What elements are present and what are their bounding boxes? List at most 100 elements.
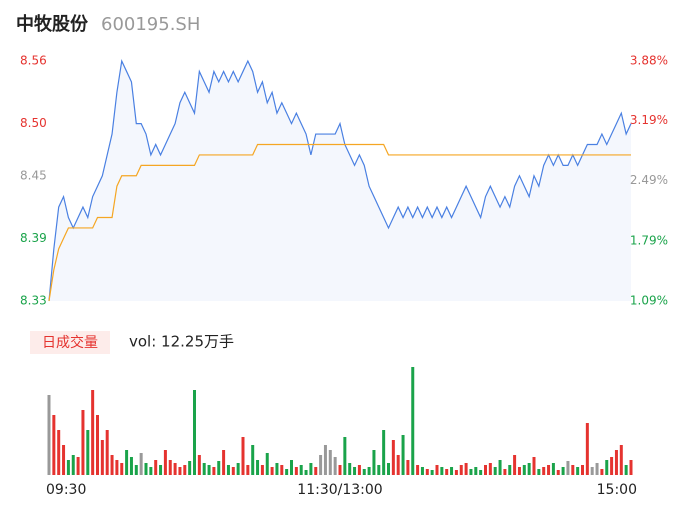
y-tick-label: 8.39 bbox=[20, 231, 47, 245]
volume-bar bbox=[547, 465, 551, 475]
volume-bar bbox=[581, 465, 584, 475]
volume-bar bbox=[256, 460, 260, 475]
y-tick-label: 8.56 bbox=[20, 54, 47, 68]
volume-bar bbox=[144, 463, 148, 475]
volume-bar bbox=[357, 465, 361, 475]
volume-bar bbox=[290, 460, 293, 475]
volume-bar bbox=[183, 465, 187, 475]
volume-bar bbox=[178, 467, 182, 475]
volume-bar bbox=[479, 470, 483, 475]
volume-bar bbox=[551, 463, 555, 475]
volume-bar bbox=[86, 430, 90, 475]
volume-bar bbox=[367, 467, 371, 475]
volume-bar bbox=[576, 467, 580, 475]
volume-bar bbox=[91, 390, 95, 475]
volume-bar bbox=[377, 465, 381, 475]
volume-bar bbox=[159, 465, 163, 475]
volume-bar bbox=[474, 467, 478, 475]
volume-tab-label[interactable]: 日成交量 bbox=[42, 334, 98, 351]
volume-bar bbox=[105, 430, 109, 475]
y-tick-label: 8.50 bbox=[20, 116, 47, 130]
volume-bar bbox=[100, 440, 104, 475]
volume-bar bbox=[411, 367, 415, 475]
volume-bar bbox=[595, 463, 599, 475]
volume-bar bbox=[115, 460, 119, 475]
volume-bar bbox=[425, 469, 429, 475]
volume-bar bbox=[139, 453, 143, 475]
volume-bar bbox=[76, 457, 80, 475]
y-tick-label: 8.45 bbox=[20, 168, 47, 182]
volume-bar bbox=[280, 465, 284, 475]
volume-bar bbox=[241, 437, 245, 475]
volume-bar bbox=[401, 435, 405, 475]
volume-bar bbox=[493, 467, 497, 475]
volume-bar bbox=[149, 467, 153, 475]
volume-bar bbox=[270, 467, 274, 475]
volume-bar bbox=[561, 467, 565, 475]
volume-bar bbox=[226, 465, 230, 475]
stock-code: 600195.SH bbox=[101, 14, 200, 35]
price-line bbox=[48, 58, 632, 302]
volume-bar bbox=[236, 463, 240, 475]
volume-bar bbox=[71, 455, 75, 475]
volume-bar bbox=[420, 467, 424, 475]
volume-bar bbox=[217, 461, 221, 475]
volume-bar bbox=[353, 467, 357, 475]
average-line bbox=[48, 143, 631, 302]
volume-bar bbox=[333, 457, 337, 475]
volume-summary: vol: 12.25万手 bbox=[129, 333, 234, 351]
volume-bar bbox=[163, 450, 167, 475]
volume-bar bbox=[57, 430, 61, 475]
volume-bar bbox=[197, 455, 201, 475]
volume-bar bbox=[154, 460, 158, 475]
volume-bar bbox=[450, 467, 454, 475]
volume-bar bbox=[129, 457, 133, 475]
volume-bar bbox=[440, 467, 444, 475]
volume-bar bbox=[299, 465, 303, 475]
volume-bar bbox=[532, 457, 536, 475]
volume-bar bbox=[265, 453, 269, 475]
volume-bar bbox=[537, 469, 541, 475]
volume-bar bbox=[372, 450, 376, 475]
volume-bar bbox=[52, 415, 56, 475]
volume-bar bbox=[62, 445, 66, 475]
volume-bar bbox=[251, 445, 255, 475]
volume-bar bbox=[619, 445, 623, 475]
volume-bar bbox=[503, 469, 507, 475]
volume-bar bbox=[469, 469, 473, 475]
volume-bar bbox=[222, 450, 226, 475]
volume-bar bbox=[488, 463, 492, 475]
volume-bar bbox=[319, 455, 323, 475]
volume-bar bbox=[629, 460, 633, 475]
volume-bar bbox=[396, 455, 400, 475]
volume-bar bbox=[285, 469, 289, 475]
volume-bar bbox=[454, 470, 458, 475]
y2-tick-label: 1.09% bbox=[630, 294, 668, 308]
volume-bar bbox=[391, 440, 395, 475]
volume-bar bbox=[173, 463, 177, 475]
volume-bar bbox=[435, 465, 439, 475]
volume-bar bbox=[527, 463, 531, 475]
volume-bar bbox=[168, 460, 172, 475]
volume-bar bbox=[66, 460, 70, 475]
volume-bar bbox=[571, 465, 575, 475]
volume-bar bbox=[338, 465, 342, 475]
volume-bar bbox=[459, 465, 463, 475]
volume-bar bbox=[314, 467, 318, 475]
volume-bar bbox=[260, 465, 264, 475]
volume-bar bbox=[464, 463, 468, 475]
volume-bar bbox=[246, 465, 250, 475]
x-tick-label: 09:30 bbox=[46, 482, 86, 498]
volume-bar bbox=[202, 463, 206, 475]
volume-tab[interactable] bbox=[30, 331, 110, 354]
y2-tick-label: 2.49% bbox=[630, 173, 668, 187]
volume-bar bbox=[96, 415, 99, 475]
volume-bar bbox=[120, 463, 124, 475]
x-tick-label: 11:30/13:00 bbox=[297, 482, 382, 498]
volume-bar bbox=[610, 457, 614, 475]
volume-bar bbox=[508, 465, 512, 475]
volume-bar bbox=[328, 450, 332, 475]
volume-bar bbox=[47, 395, 51, 475]
volume-bar bbox=[323, 445, 327, 475]
volume-bar bbox=[382, 430, 386, 475]
